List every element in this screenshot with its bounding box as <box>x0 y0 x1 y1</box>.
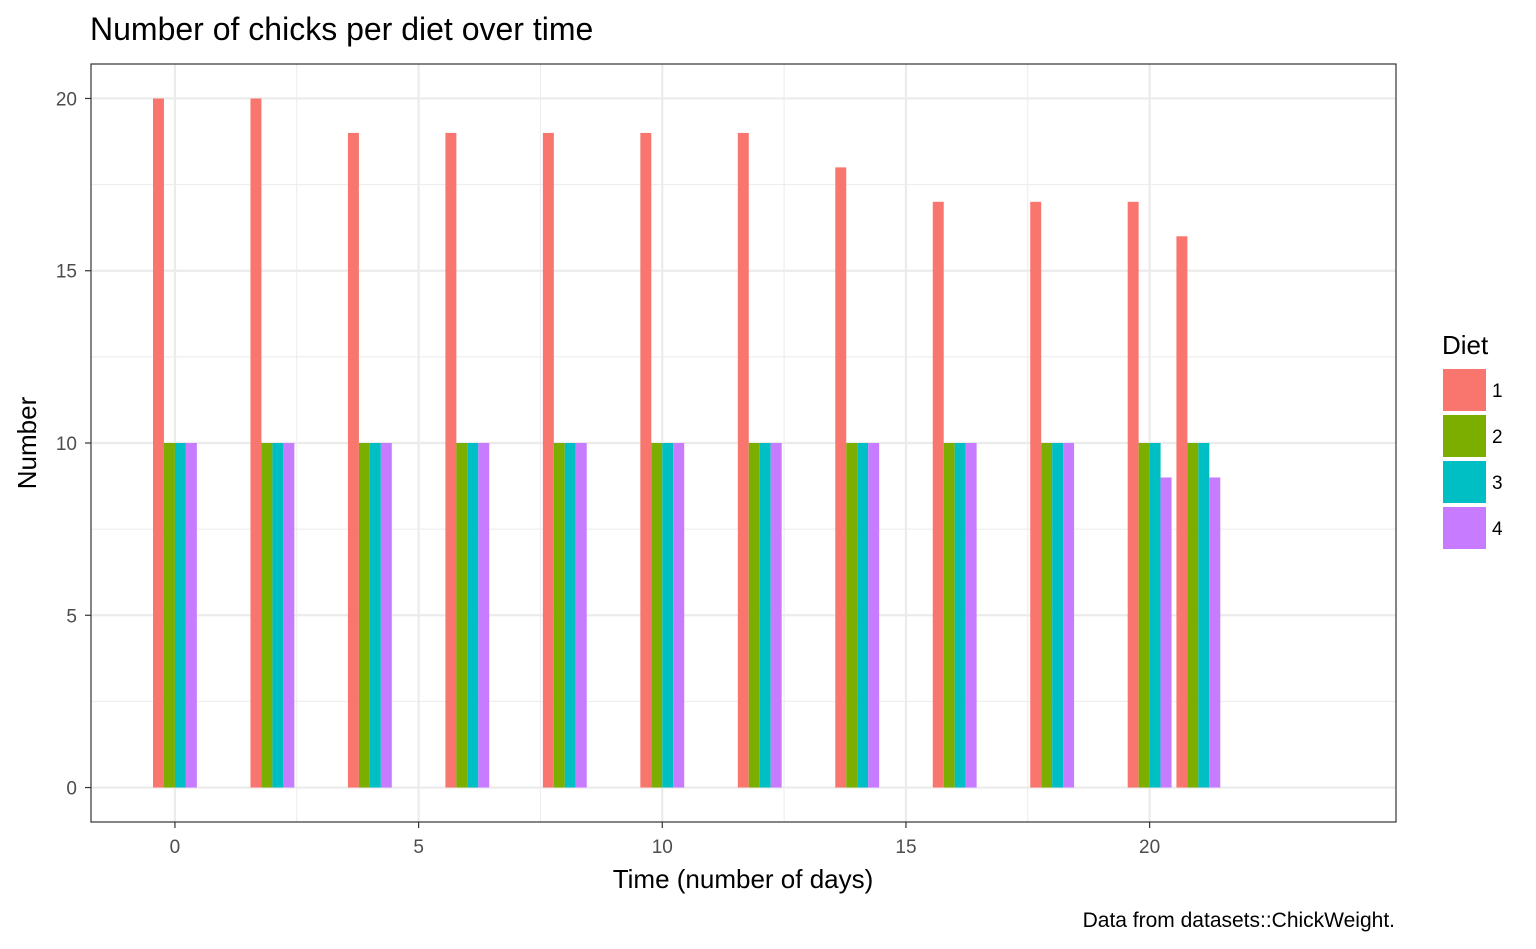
bar-diet-1-day-10 <box>640 132 652 788</box>
legend-key-diet-3 <box>1443 461 1486 503</box>
bar-diet-4-day-12 <box>770 443 782 788</box>
bar-diet-2-day-8 <box>553 443 565 788</box>
bar-diet-2-day-21 <box>1187 443 1199 788</box>
bar-diet-1-day-21 <box>1176 236 1188 788</box>
x-tick-label: 20 <box>1139 837 1160 858</box>
bar-diet-3-day-18 <box>1052 443 1064 788</box>
y-tick-label: 10 <box>56 434 77 455</box>
legend-key-diet-1 <box>1443 369 1486 411</box>
bar-diet-3-day-10 <box>662 443 674 788</box>
x-tick-label: 5 <box>413 837 424 858</box>
bar-diet-2-day-4 <box>358 443 370 788</box>
bar-diet-2-day-20 <box>1138 443 1150 788</box>
bar-diet-3-day-8 <box>564 443 576 788</box>
y-tick-label: 20 <box>56 89 77 110</box>
y-axis: 0 5 10 15 20 <box>56 89 91 800</box>
bar-diet-4-day-18 <box>1063 443 1075 788</box>
bar-diet-2-day-16 <box>943 443 955 788</box>
x-tick-label: 0 <box>170 837 181 858</box>
bar-diet-3-day-0 <box>174 443 186 788</box>
bar-diet-3-day-4 <box>369 443 381 788</box>
bar-diet-3-day-21 <box>1198 443 1210 788</box>
bar-diet-4-day-4 <box>380 443 392 788</box>
bar-diet-4-day-0 <box>185 443 197 788</box>
bars <box>153 98 1221 788</box>
bar-diet-3-day-20 <box>1149 443 1161 788</box>
bar-diet-4-day-2 <box>283 443 295 788</box>
x-axis-title: Time (number of days) <box>613 864 874 894</box>
bar-diet-2-day-18 <box>1041 443 1053 788</box>
bar-diet-2-day-10 <box>651 443 663 788</box>
bar-diet-1-day-0 <box>153 98 164 788</box>
bar-diet-4-day-8 <box>575 443 587 788</box>
bar-diet-1-day-16 <box>932 201 944 788</box>
x-tick-label: 15 <box>895 837 916 858</box>
bar-diet-2-day-12 <box>748 443 760 788</box>
caption: Data from datasets::ChickWeight. <box>1083 909 1395 932</box>
y-tick-label: 15 <box>56 262 77 283</box>
legend-label: 3 <box>1492 473 1503 494</box>
bar-diet-2-day-2 <box>261 443 273 788</box>
bar-diet-2-day-6 <box>456 443 468 788</box>
bar-diet-1-day-14 <box>835 167 847 788</box>
bar-diet-2-day-0 <box>163 443 175 788</box>
bar-diet-1-day-8 <box>542 132 554 788</box>
bar-diet-2-day-14 <box>846 443 858 788</box>
legend: Diet 1 2 3 4 <box>1442 330 1503 549</box>
bar-diet-1-day-4 <box>347 132 359 788</box>
x-axis: 0 5 10 15 20 <box>170 822 1160 858</box>
y-tick-label: 0 <box>66 779 77 800</box>
bar-diet-4-day-16 <box>965 443 977 788</box>
bar-diet-4-day-20 <box>1160 477 1172 788</box>
bar-diet-4-day-14 <box>868 443 880 788</box>
bar-diet-1-day-18 <box>1030 201 1042 788</box>
y-tick-label: 5 <box>66 606 77 627</box>
bar-diet-1-day-2 <box>250 98 262 788</box>
legend-label: 4 <box>1492 519 1503 540</box>
bar-diet-3-day-2 <box>272 443 284 788</box>
chart-title: Number of chicks per diet over time <box>90 11 593 47</box>
bar-diet-4-day-21 <box>1209 477 1221 788</box>
legend-label: 2 <box>1492 427 1503 448</box>
bar-diet-3-day-6 <box>467 443 479 788</box>
bar-diet-3-day-12 <box>759 443 771 788</box>
y-axis-title: Number <box>12 396 42 489</box>
bar-diet-1-day-6 <box>445 132 457 788</box>
legend-label: 1 <box>1492 381 1503 402</box>
bar-diet-1-day-12 <box>737 132 749 788</box>
bar-diet-3-day-14 <box>857 443 869 788</box>
bar-diet-4-day-6 <box>478 443 490 788</box>
x-tick-label: 10 <box>652 837 673 858</box>
bar-diet-3-day-16 <box>954 443 966 788</box>
legend-title: Diet <box>1442 330 1489 360</box>
legend-key-diet-4 <box>1443 507 1486 549</box>
bar-diet-1-day-20 <box>1127 201 1139 788</box>
bar-diet-4-day-10 <box>673 443 685 788</box>
legend-key-diet-2 <box>1443 415 1486 457</box>
